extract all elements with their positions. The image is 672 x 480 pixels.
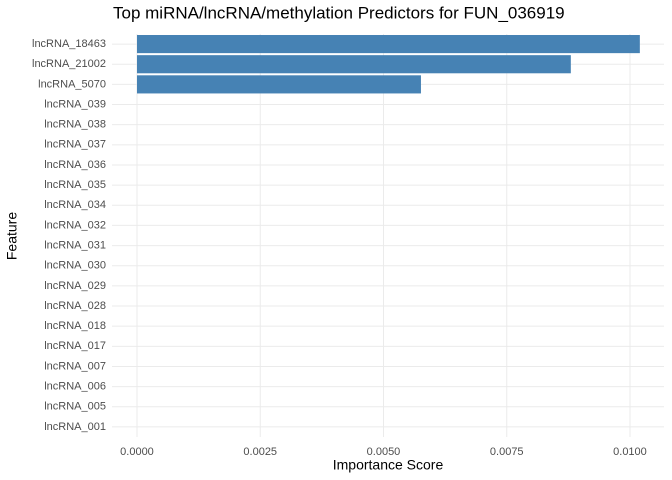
y-tick-label: lncRNA_006 — [44, 381, 106, 393]
x-tick-label: 0.0000 — [120, 446, 154, 458]
y-tick-label: lncRNA_018 — [44, 320, 106, 332]
y-tick-label: lncRNA_017 — [44, 340, 106, 352]
y-tick-label: lncRNA_035 — [44, 179, 106, 191]
y-tick-label: lncRNA_034 — [44, 199, 106, 211]
bar — [136, 75, 421, 94]
y-tick-label: lncRNA_001 — [44, 421, 106, 433]
x-tick-label: 0.0075 — [490, 446, 524, 458]
bar — [136, 35, 640, 54]
chart-title: Top miRNA/lncRNA/methylation Predictors … — [113, 3, 565, 22]
y-tick-label: lncRNA_5070 — [38, 78, 106, 90]
y-tick-label: lncRNA_031 — [44, 239, 106, 251]
y-tick-label: lncRNA_21002 — [32, 58, 106, 70]
y-tick-label: lncRNA_030 — [44, 260, 106, 272]
y-tick-label: lncRNA_005 — [44, 401, 106, 413]
x-tick-label: 0.0050 — [367, 446, 401, 458]
x-tick-label: 0.0025 — [243, 446, 277, 458]
y-tick-label: lncRNA_036 — [44, 159, 106, 171]
y-tick-label: lncRNA_038 — [44, 119, 106, 131]
y-tick-label: lncRNA_039 — [44, 98, 106, 110]
y-tick-label: lncRNA_007 — [44, 360, 106, 372]
y-tick-label: lncRNA_18463 — [32, 38, 106, 50]
x-tick-label: 0.0100 — [613, 446, 647, 458]
y-tick-label: lncRNA_037 — [44, 139, 106, 151]
x-axis-title: Importance Score — [333, 457, 444, 473]
y-axis-title: Feature — [4, 212, 20, 260]
y-tick-label: lncRNA_029 — [44, 280, 106, 292]
y-tick-label: lncRNA_028 — [44, 300, 106, 312]
bar — [136, 55, 571, 74]
y-tick-label: lncRNA_032 — [44, 219, 106, 231]
